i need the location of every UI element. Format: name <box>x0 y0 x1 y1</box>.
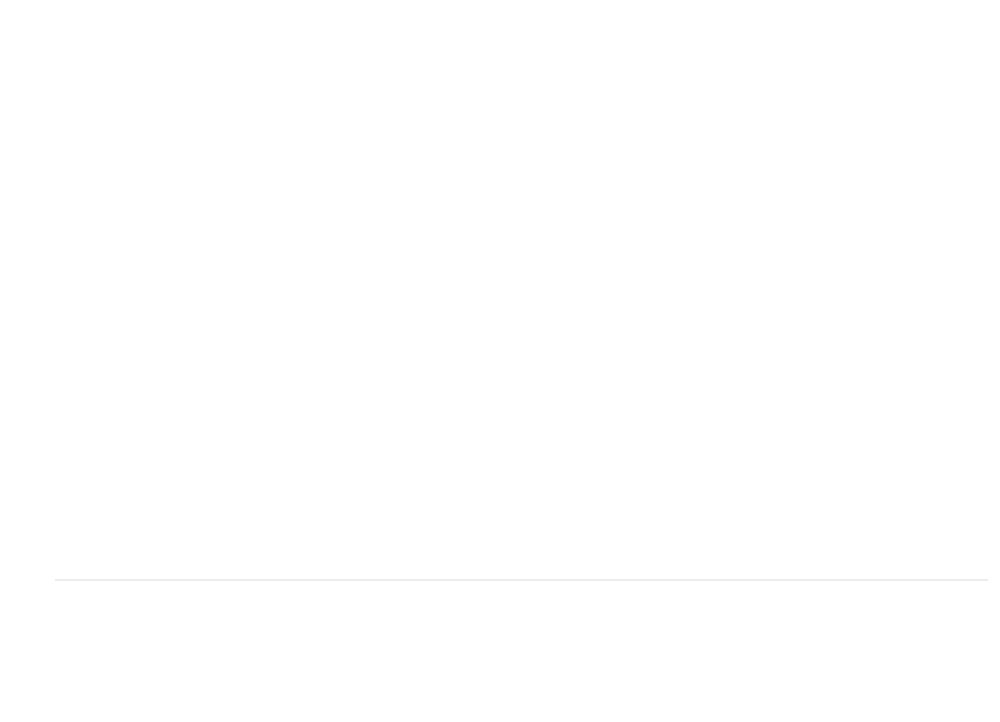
line-chart <box>0 0 1000 722</box>
